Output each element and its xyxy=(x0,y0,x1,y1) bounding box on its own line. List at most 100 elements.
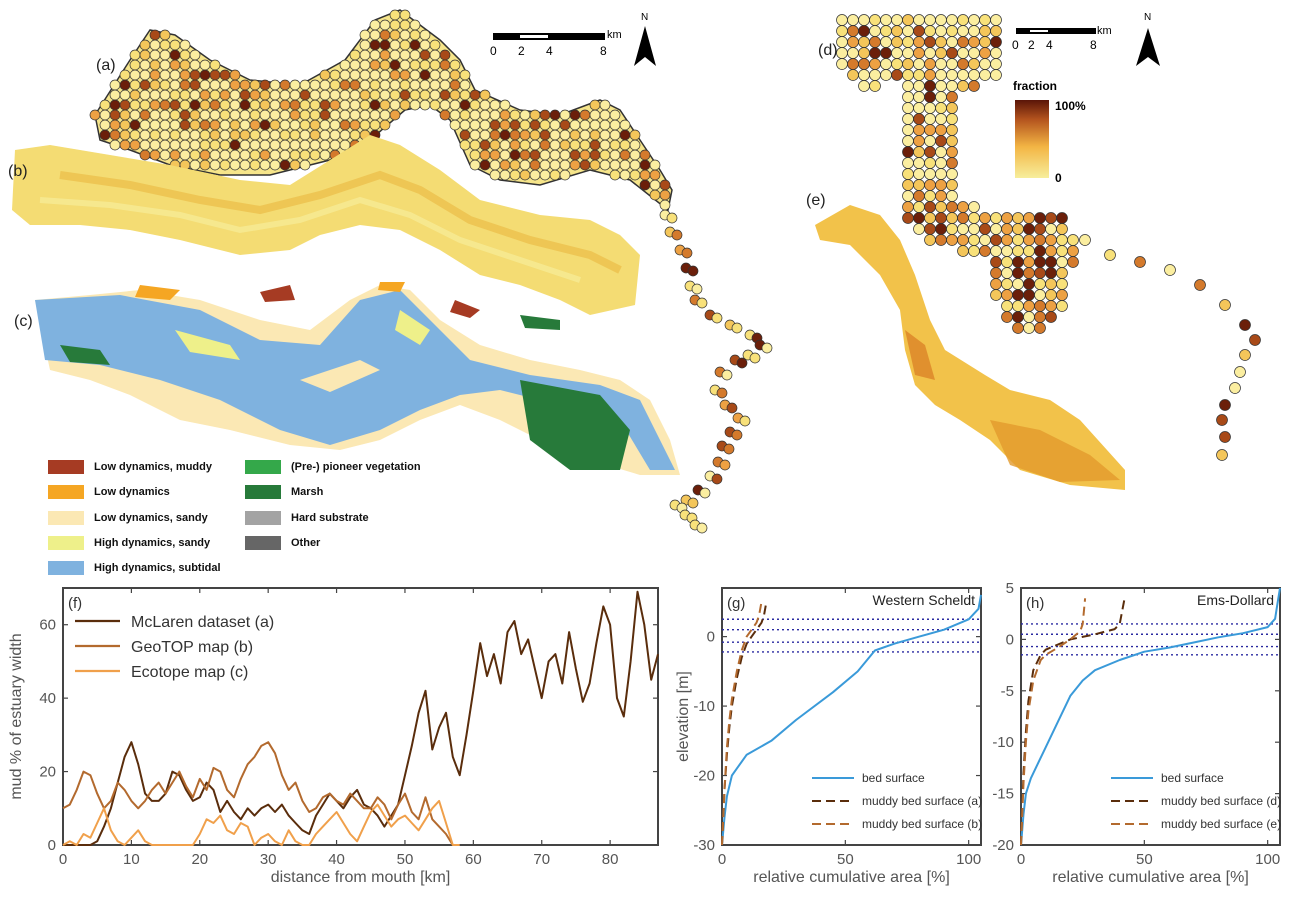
sample-point xyxy=(479,119,491,131)
sample-point xyxy=(179,139,191,151)
sample-point xyxy=(1045,234,1057,246)
sample-point xyxy=(369,69,381,81)
sample-point xyxy=(359,99,371,111)
sample-point xyxy=(149,99,161,111)
sample-point xyxy=(659,189,671,201)
x-tick-label: 10 xyxy=(123,851,140,868)
plot-frame xyxy=(721,587,982,846)
x-axis-label: relative cumulative area [%] xyxy=(753,869,950,886)
sample-point xyxy=(429,89,441,101)
sample-point xyxy=(109,139,121,151)
sample-point xyxy=(847,69,859,81)
sample-point xyxy=(299,119,311,131)
sample-point xyxy=(1067,256,1079,268)
sample-point xyxy=(902,80,914,92)
sample-point xyxy=(935,47,947,59)
sample-point xyxy=(249,89,261,101)
sample-point xyxy=(529,149,541,161)
sample-point xyxy=(339,59,351,71)
sample-point xyxy=(139,129,151,141)
sample-point xyxy=(189,149,201,161)
sample-point xyxy=(379,49,391,61)
sample-point xyxy=(913,91,925,103)
sample-point xyxy=(399,9,411,21)
sample-point xyxy=(249,119,261,131)
sample-point xyxy=(459,119,471,131)
sample-point xyxy=(399,79,411,91)
sample-point xyxy=(439,109,451,121)
sample-point xyxy=(1001,223,1013,235)
sample-point xyxy=(1194,279,1206,291)
sample-point xyxy=(902,190,914,202)
sample-point xyxy=(1239,319,1251,331)
sample-point xyxy=(990,14,1002,26)
sample-point xyxy=(239,109,251,121)
sample-point xyxy=(924,102,936,114)
sample-point xyxy=(957,25,969,37)
sample-point xyxy=(369,29,381,41)
sample-point xyxy=(549,149,561,161)
sample-point xyxy=(479,139,491,151)
sample-point xyxy=(549,109,561,121)
sample-point xyxy=(619,169,631,181)
sample-point xyxy=(129,69,141,81)
sample-point xyxy=(913,80,925,92)
sample-point xyxy=(419,39,431,51)
sample-point xyxy=(449,59,461,71)
sample-point xyxy=(169,149,181,161)
sample-point xyxy=(459,129,471,141)
y-tick-label: 5 xyxy=(1006,580,1014,597)
sample-point xyxy=(858,80,870,92)
sample-point xyxy=(979,25,991,37)
x-axis-label: distance from mouth [km] xyxy=(271,869,451,886)
sample-point xyxy=(924,25,936,37)
sample-point xyxy=(559,119,571,131)
sample-point xyxy=(847,14,859,26)
sample-point xyxy=(469,129,481,141)
sample-point xyxy=(169,99,181,111)
y-tick-label: -20 xyxy=(693,768,715,785)
sample-point xyxy=(924,168,936,180)
sample-point xyxy=(589,99,601,111)
sample-point xyxy=(409,29,421,41)
sample-point xyxy=(169,109,181,121)
sample-point xyxy=(1023,245,1035,257)
sample-point xyxy=(299,139,311,151)
y-tick-label: -10 xyxy=(992,734,1014,751)
sample-point xyxy=(1012,267,1024,279)
sample-point xyxy=(259,99,271,111)
sample-point xyxy=(449,79,461,91)
sample-point xyxy=(913,58,925,70)
sample-point xyxy=(279,139,291,151)
sample-point xyxy=(957,47,969,59)
sample-point xyxy=(924,223,936,235)
sample-point xyxy=(1216,414,1228,426)
sample-point xyxy=(990,234,1002,246)
legend-label: (Pre-) pioneer vegetation xyxy=(291,461,421,473)
sample-point xyxy=(1023,212,1035,224)
sample-point xyxy=(549,139,561,151)
sample-point xyxy=(1012,300,1024,312)
sample-point xyxy=(289,129,301,141)
sample-point xyxy=(1104,249,1116,261)
sample-point xyxy=(179,79,191,91)
x-tick-label: 0 xyxy=(718,851,726,868)
legend-label: Hard substrate xyxy=(291,512,369,524)
sample-point xyxy=(619,139,631,151)
sample-point xyxy=(449,109,461,121)
sample-point xyxy=(409,49,421,61)
sample-point xyxy=(149,109,161,121)
sample-point xyxy=(259,139,271,151)
sample-point xyxy=(399,19,411,31)
panel-label-c: (c) xyxy=(14,313,33,330)
sample-point xyxy=(129,109,141,121)
sample-point xyxy=(139,139,151,151)
sample-point xyxy=(339,129,351,141)
sample-point xyxy=(359,39,371,51)
sample-point xyxy=(119,89,131,101)
sample-point xyxy=(329,119,341,131)
sample-point xyxy=(549,129,561,141)
sample-point xyxy=(369,109,381,121)
sample-point xyxy=(935,135,947,147)
north-arrow-left: N xyxy=(634,12,656,66)
